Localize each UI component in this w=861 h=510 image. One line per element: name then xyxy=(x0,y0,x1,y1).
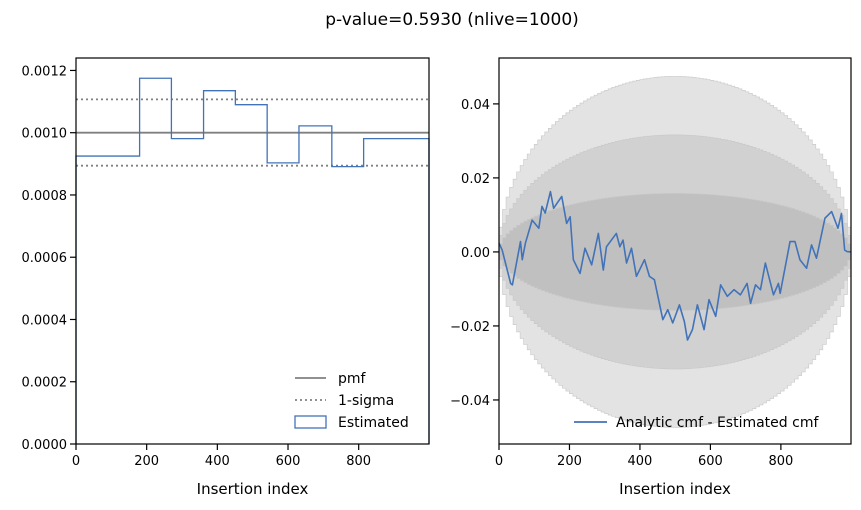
right-axes-frame xyxy=(498,57,852,445)
right-xlabel: Insertion index xyxy=(619,480,731,498)
y-tick-label: 0.00 xyxy=(461,246,490,261)
x-tick-label: 0 xyxy=(495,454,503,469)
left-legend: pmf 1-sigma Estimated xyxy=(294,371,409,431)
legend-pmf-label: pmf xyxy=(338,371,367,387)
figure-title: p-value=0.5930 (nlive=1000) xyxy=(325,10,579,30)
x-tick-label: 600 xyxy=(698,454,723,469)
y-tick-label: 0.0004 xyxy=(22,313,68,328)
y-tick-label: −0.04 xyxy=(450,394,490,409)
left-axes-frame xyxy=(75,57,430,445)
y-tick-label: 0.0012 xyxy=(22,64,68,79)
legend-cmf-label: Analytic cmf - Estimated cmf xyxy=(616,415,819,431)
x-tick-label: 800 xyxy=(346,454,371,469)
x-tick-label: 200 xyxy=(134,454,159,469)
x-tick-label: 800 xyxy=(768,454,793,469)
y-tick-label: 0.02 xyxy=(461,172,490,187)
y-tick-label: 0.0002 xyxy=(22,376,68,391)
legend-estimated-swatch xyxy=(294,415,327,429)
right-legend: Analytic cmf - Estimated cmf xyxy=(574,415,819,431)
y-tick-label: 0.04 xyxy=(461,98,490,113)
left-xlabel: Insertion index xyxy=(197,480,309,498)
y-tick-label: 0.0006 xyxy=(22,251,68,266)
x-tick-label: 400 xyxy=(628,454,653,469)
y-tick-label: 0.0008 xyxy=(22,189,68,204)
legend-sigma-label: 1-sigma xyxy=(338,393,394,409)
cmf-difference-line xyxy=(498,190,852,341)
x-tick-label: 400 xyxy=(205,454,230,469)
left-axes: 0 200 400 600 800 0.0000 0.0002 0.0004 0.0006 0.0… xyxy=(22,57,430,498)
x-tick-label: 600 xyxy=(276,454,301,469)
estimated-step-histogram xyxy=(75,77,430,444)
y-tick-label: 0.0000 xyxy=(22,438,68,453)
x-tick-label: 200 xyxy=(557,454,582,469)
y-tick-label: 0.0010 xyxy=(22,127,68,142)
x-tick-label: 0 xyxy=(72,454,80,469)
y-tick-label: −0.02 xyxy=(450,320,490,335)
right-axes: 0 200 400 600 800 0.04 0.02 0.00 −0.02 −0.04 Inse… xyxy=(450,57,852,498)
legend-estimated-label: Estimated xyxy=(338,415,409,431)
